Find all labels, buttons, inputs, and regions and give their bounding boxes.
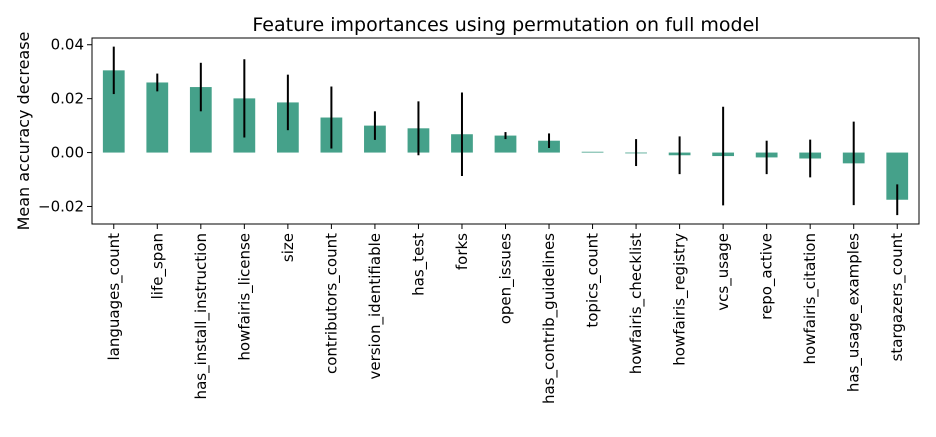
y-tick-label: 0.00 — [51, 144, 84, 162]
bar-has_install_instruction — [189, 87, 212, 153]
x-tick-label-has_install_instruction: has_install_instruction — [192, 233, 211, 399]
x-tick-label-stargazers_count: stargazers_count — [888, 233, 907, 362]
bar-languages_count — [102, 70, 125, 153]
x-tick-label-version_identifiable: version_identifiable — [366, 233, 385, 379]
x-tick-label-vcs_usage: vcs_usage — [714, 233, 733, 311]
x-tick-label-size: size — [279, 233, 297, 262]
x-tick-label-forks: forks — [453, 233, 471, 270]
x-tick-label-howfairis_checklist: howfairis_checklist — [627, 233, 646, 374]
axes-frame — [91, 37, 920, 225]
x-tick-label-languages_count: languages_count — [105, 233, 124, 361]
bar-life_span — [146, 82, 169, 153]
y-axis-label: Mean accuracy decrease — [14, 32, 33, 231]
x-tick-label-howfairis_license: howfairis_license — [235, 233, 254, 361]
x-tick-label-life_span: life_span — [148, 233, 167, 299]
bar-open_issues — [494, 135, 517, 153]
x-tick-label-has_usage_examples: has_usage_examples — [845, 233, 864, 392]
x-tick-label-has_contrib_guidelines: has_contrib_guidelines — [540, 233, 559, 404]
x-tick-label-repo_active: repo_active — [758, 233, 777, 320]
x-tick-label-open_issues: open_issues — [497, 233, 516, 324]
y-tick-label: 0.04 — [51, 36, 84, 54]
bar-stargazers_count — [886, 152, 909, 200]
y-tick-label: 0.02 — [51, 90, 84, 108]
x-tick-label-howfairis_citation: howfairis_citation — [801, 233, 820, 364]
y-tick-label: −0.02 — [38, 197, 84, 215]
x-tick-label-topics_count: topics_count — [584, 233, 603, 328]
chart-title: Feature importances using permutation on… — [252, 14, 759, 36]
bar-topics_count — [581, 151, 604, 153]
plot-area: languages_count life_span has_install_inst… — [38, 36, 909, 404]
x-tick-label-contributors_count: contributors_count — [322, 233, 341, 374]
x-tick-label-has_test: has_test — [409, 233, 428, 296]
x-tick-label-howfairis_registry: howfairis_registry — [671, 233, 690, 366]
